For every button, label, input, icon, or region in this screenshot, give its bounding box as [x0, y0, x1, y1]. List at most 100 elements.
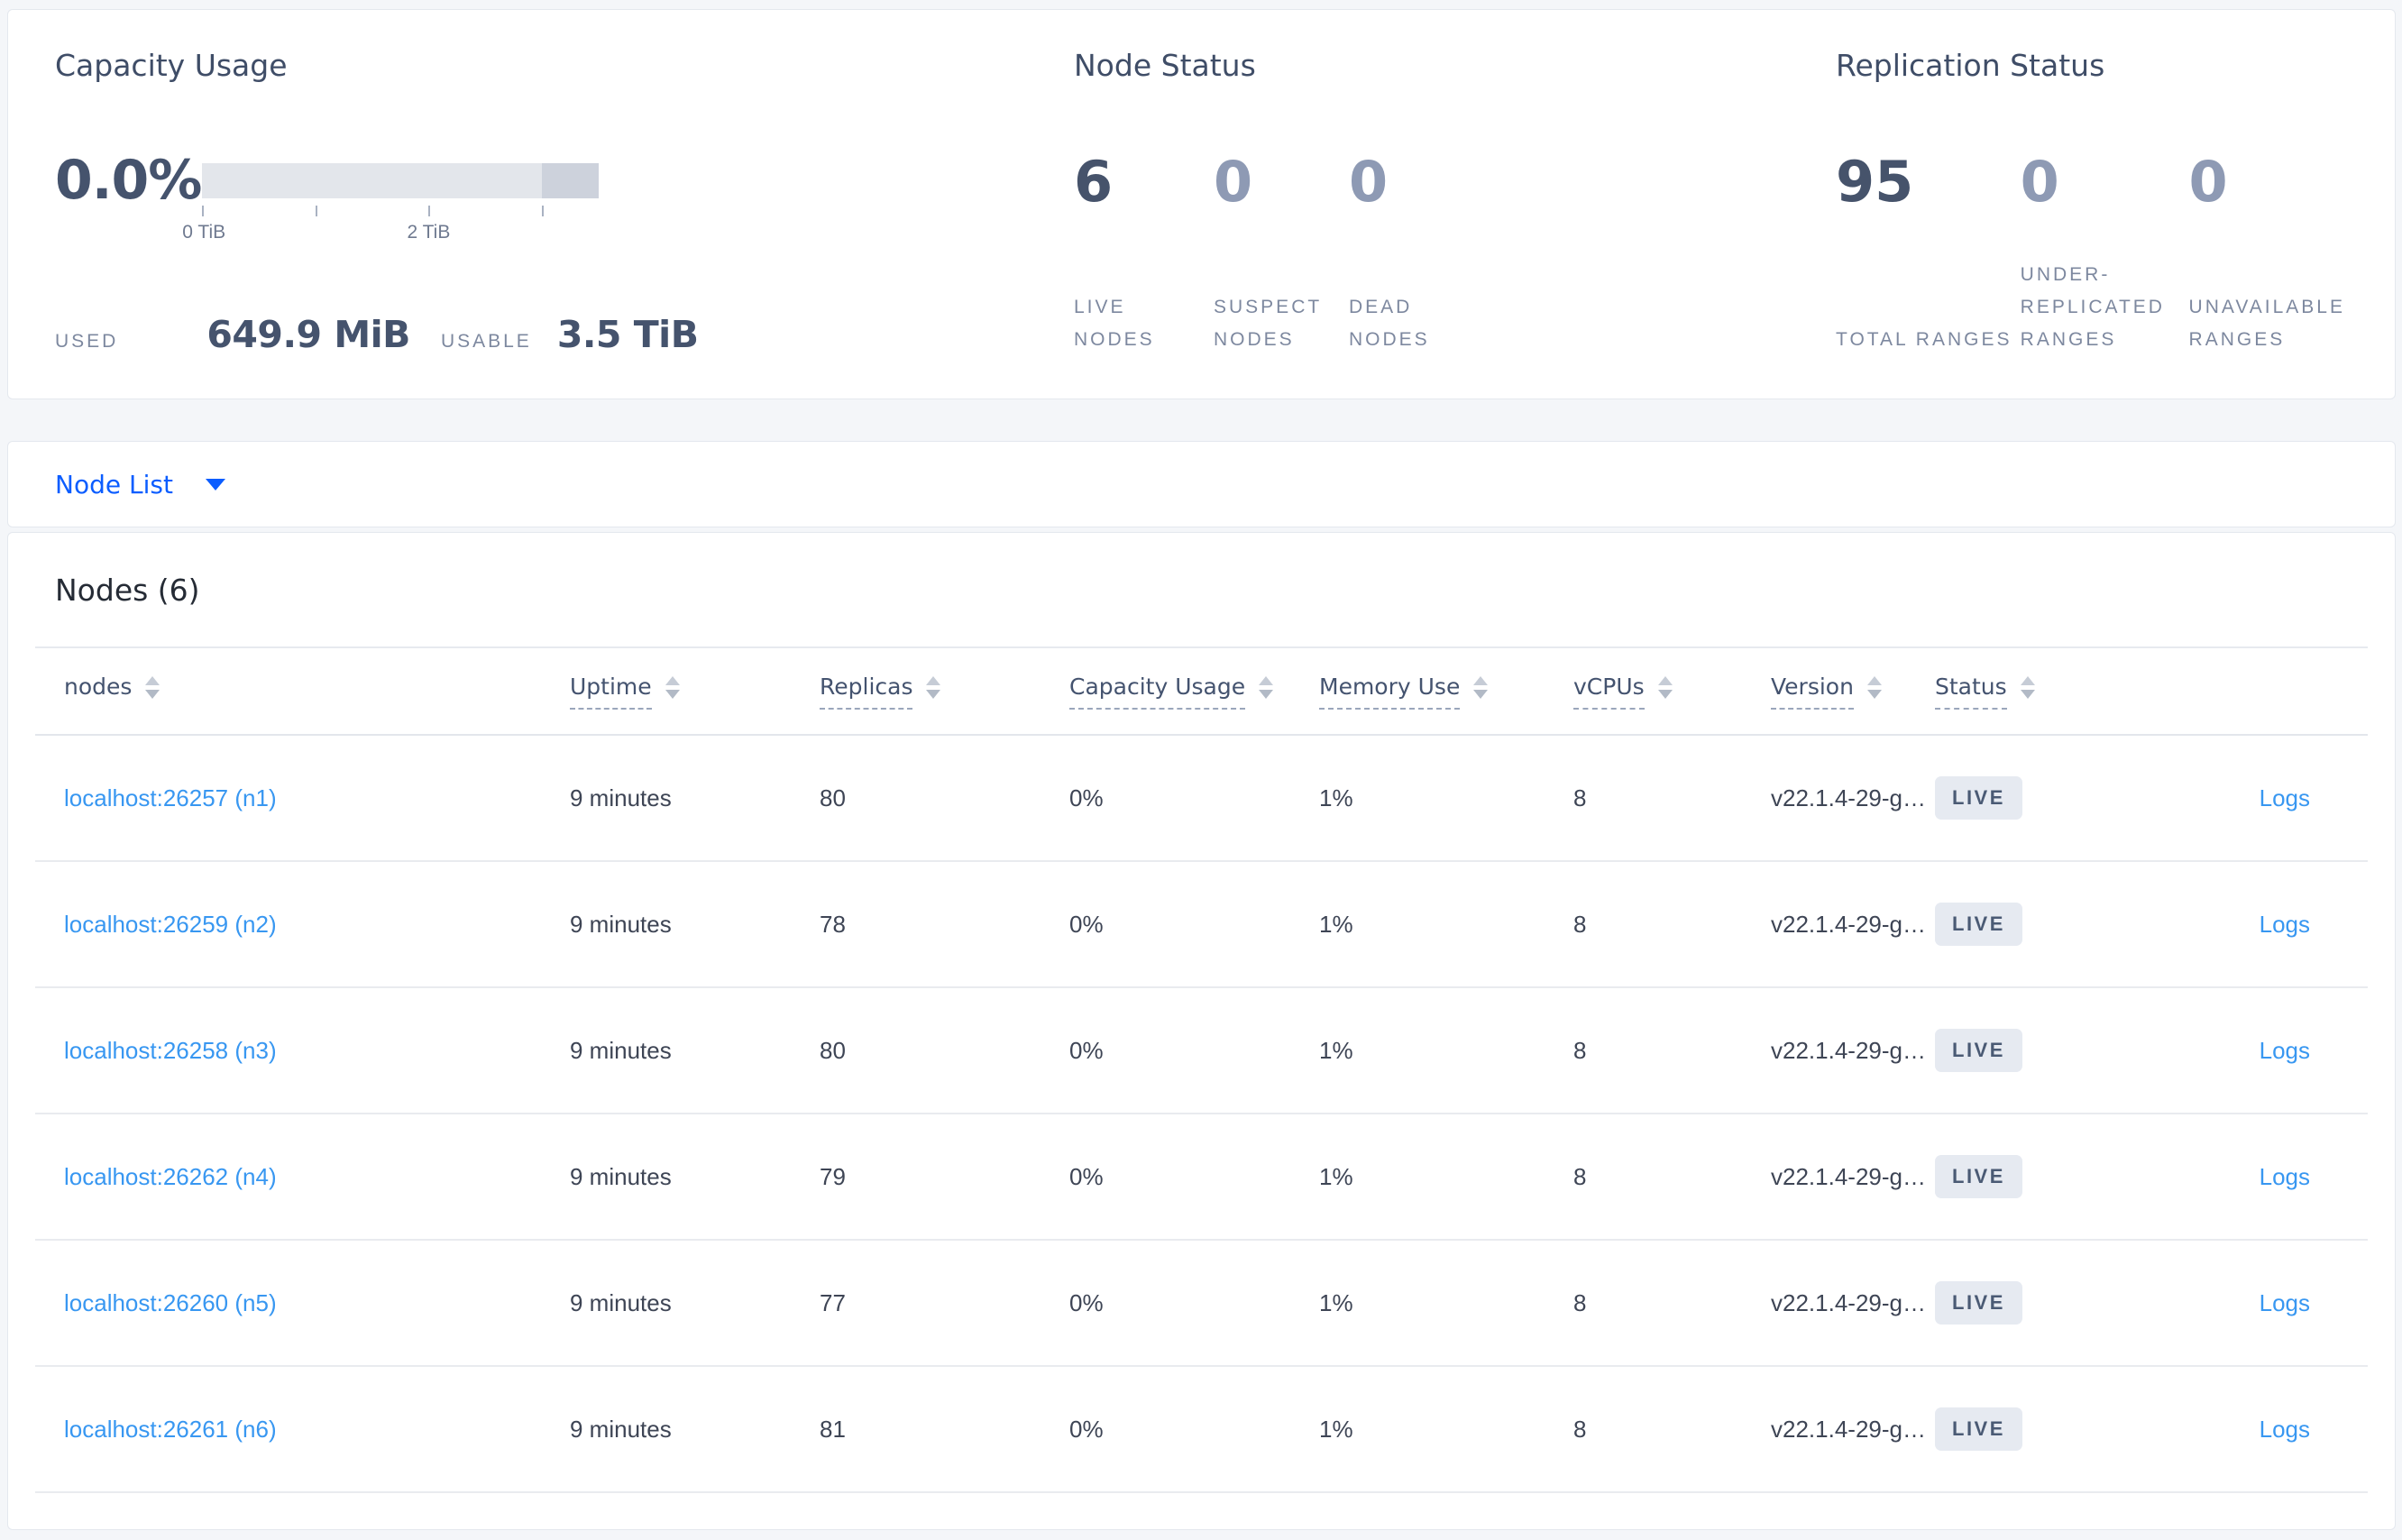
caret-down-icon [205, 478, 225, 490]
unavailable-ranges-label: UNAVAILABLE RANGES [2188, 297, 2345, 350]
uptime-cell: 9 minutes [570, 784, 672, 811]
status-badge: LIVE [1935, 1155, 2022, 1198]
axis-tick [202, 206, 204, 216]
memory-cell: 1% [1319, 910, 1353, 938]
node-link[interactable]: localhost:26260 (n5) [64, 1288, 277, 1316]
column-header-version[interactable]: Version [1771, 648, 1935, 735]
column-header-memory-use[interactable]: Memory Use [1319, 648, 1573, 735]
vcpus-cell: 8 [1573, 1036, 1587, 1064]
uptime-cell: 9 minutes [570, 1288, 672, 1316]
dead-nodes-stat: 0 DEAD NODES [1349, 151, 1459, 356]
under-replicated-ranges-value: 0 [2020, 149, 2059, 215]
node-link[interactable]: localhost:26262 (n4) [64, 1162, 277, 1190]
logs-link[interactable]: Logs [2259, 1415, 2310, 1443]
version-cell: v22.1.4-29-g… [1771, 1036, 1926, 1064]
version-cell: v22.1.4-29-g… [1771, 1288, 1926, 1316]
live-nodes-label: LIVE NODES [1074, 297, 1155, 350]
logs-link[interactable]: Logs [2259, 1036, 2310, 1064]
capacity-bar-track [202, 163, 599, 198]
column-header-logs [2160, 648, 2368, 735]
capacity-usage-panel: Capacity Usage 0.0% [55, 48, 1074, 399]
suspect-nodes-label: SUSPECT NODES [1214, 297, 1322, 350]
column-header-vcpus[interactable]: vCPUs [1573, 648, 1771, 735]
logs-link[interactable]: Logs [2259, 784, 2310, 811]
axis-tick [315, 206, 317, 216]
view-selector-label[interactable]: Node List [55, 469, 173, 500]
memory-cell: 1% [1319, 1036, 1353, 1064]
vcpus-cell: 8 [1573, 910, 1587, 938]
status-cell: LIVE [1935, 1366, 2160, 1492]
logs-link[interactable]: Logs [2259, 1162, 2310, 1190]
status-cell: LIVE [1935, 1240, 2160, 1366]
capacity-usage-title: Capacity Usage [55, 48, 288, 83]
replicas-cell: 79 [820, 1162, 846, 1190]
node-link[interactable]: localhost:26259 (n2) [64, 910, 277, 938]
memory-cell: 1% [1319, 784, 1353, 811]
sort-icon[interactable] [1657, 676, 1673, 699]
replicas-cell: 77 [820, 1288, 846, 1316]
capacity-cell: 0% [1069, 1036, 1104, 1064]
capacity-cell: 0% [1069, 1415, 1104, 1443]
replicas-cell: 81 [820, 1415, 846, 1443]
capacity-axis-labels: 0 TiB 2 TiB [182, 222, 599, 245]
node-status-panel: Node Status 6 LIVE NODES 0 SUSPECT NODES… [1074, 48, 1836, 399]
sort-icon[interactable] [1866, 676, 1882, 699]
memory-cell: 1% [1319, 1288, 1353, 1316]
unavailable-ranges-value: 0 [2188, 149, 2228, 215]
unavailable-ranges-stat: 0 UNAVAILABLE RANGES [2189, 151, 2370, 356]
node-link[interactable]: localhost:26258 (n3) [64, 1036, 277, 1064]
column-header-uptime[interactable]: Uptime [570, 648, 820, 735]
capacity-cell: 0% [1069, 910, 1104, 938]
capacity-bar-segment [542, 163, 599, 198]
vcpus-cell: 8 [1573, 1415, 1587, 1443]
status-cell: LIVE [1935, 987, 2160, 1114]
cluster-summary-card: Capacity Usage 0.0% [7, 9, 2396, 399]
version-cell: v22.1.4-29-g… [1771, 1162, 1926, 1190]
capacity-used-usable-row: USED 649.9 MiB USABLE 3.5 TiB [55, 313, 1074, 356]
view-selector[interactable]: Node List [7, 441, 2396, 527]
usable-label: USABLE [440, 331, 532, 352]
replicas-cell: 80 [820, 784, 846, 811]
column-header-replicas[interactable]: Replicas [820, 648, 1069, 735]
uptime-cell: 9 minutes [570, 1162, 672, 1190]
dead-nodes-label: DEAD NODES [1349, 297, 1430, 350]
sort-icon[interactable] [926, 676, 941, 699]
total-ranges-value: 95 [1836, 149, 1914, 215]
replication-status-title: Replication Status [1836, 48, 2105, 83]
version-cell: v22.1.4-29-g… [1771, 784, 1926, 811]
status-badge: LIVE [1935, 903, 2022, 946]
table-row: localhost:26260 (n5) 9 minutes 77 0% 1% … [35, 1240, 2368, 1366]
column-header-nodes[interactable]: nodes [35, 648, 570, 735]
live-nodes-value: 6 [1074, 149, 1114, 215]
capacity-percent-used: 0.0% [55, 149, 202, 212]
sort-icon[interactable] [1473, 676, 1489, 699]
column-header-status[interactable]: Status [1935, 648, 2160, 735]
status-badge: LIVE [1935, 776, 2022, 820]
uptime-cell: 9 minutes [570, 1415, 672, 1443]
nodes-table-card: Nodes (6) nodes Uptime Replicas Capacity… [7, 532, 2396, 1530]
column-header-capacity-usage[interactable]: Capacity Usage [1069, 648, 1319, 735]
uptime-cell: 9 minutes [570, 910, 672, 938]
logs-link[interactable]: Logs [2259, 910, 2310, 938]
capacity-usage-content: 0.0% 0 TiB 2 TiB [55, 151, 1074, 356]
memory-cell: 1% [1319, 1415, 1353, 1443]
axis-tick [542, 206, 545, 216]
sort-icon[interactable] [1259, 676, 1274, 699]
node-link[interactable]: localhost:26261 (n6) [64, 1415, 277, 1443]
table-row: localhost:26262 (n4) 9 minutes 79 0% 1% … [35, 1114, 2368, 1240]
node-link[interactable]: localhost:26257 (n1) [64, 784, 277, 811]
live-nodes-stat: 6 LIVE NODES [1074, 151, 1214, 356]
dead-nodes-value: 0 [1349, 149, 1389, 215]
status-cell: LIVE [1935, 1114, 2160, 1240]
vcpus-cell: 8 [1573, 1162, 1587, 1190]
logs-link[interactable]: Logs [2259, 1288, 2310, 1316]
table-row: localhost:26257 (n1) 9 minutes 80 0% 1% … [35, 735, 2368, 861]
sort-icon[interactable] [665, 676, 680, 699]
suspect-nodes-value: 0 [1214, 149, 1253, 215]
capacity-cell: 0% [1069, 1288, 1104, 1316]
sort-icon[interactable] [2020, 676, 2035, 699]
capacity-cell: 0% [1069, 1162, 1104, 1190]
sort-icon[interactable] [145, 676, 160, 699]
axis-label-2tib: 2 TiB [407, 222, 451, 243]
